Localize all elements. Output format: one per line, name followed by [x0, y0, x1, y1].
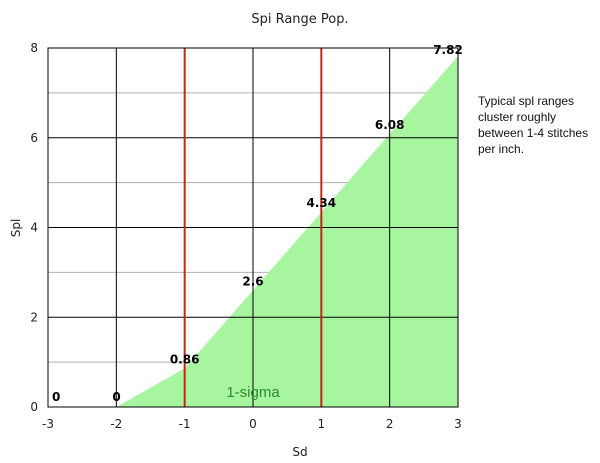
- plot-frame: [47, 47, 459, 408]
- tick-labels: -3 -2 -1 0 1 2 3 0 2 4 6 8: [30, 41, 461, 431]
- x-axis-title: Sd: [292, 445, 307, 459]
- y-axis-title: Spl: [9, 219, 23, 238]
- y-tick-label: 6: [30, 131, 38, 145]
- band-label: 1-sigma: [226, 384, 280, 401]
- data-labels: 0 0 0.86 2.6 4.34 6.08 7.82: [52, 43, 463, 404]
- data-label: 0: [52, 390, 60, 404]
- x-tick-label: 0: [249, 417, 257, 431]
- y-tick-label: 8: [30, 41, 38, 55]
- x-tick-label: -2: [110, 417, 122, 431]
- chart-title: Spi Range Pop.: [251, 12, 348, 27]
- x-tick-label: -1: [179, 417, 191, 431]
- x-tick-label: 1: [318, 417, 326, 431]
- data-label: 7.82: [433, 43, 463, 57]
- data-area: [48, 56, 458, 407]
- x-tick-label: 3: [454, 417, 462, 431]
- data-label: 4.34: [307, 196, 337, 210]
- data-label: 0.86: [170, 352, 200, 366]
- data-label: 6.08: [375, 118, 405, 132]
- sigma-lines: [183, 48, 323, 407]
- y-tick-label: 0: [30, 400, 38, 414]
- annotation-note: Typical spl ranges cluster roughly betwe…: [478, 94, 589, 156]
- y-tick-label: 4: [30, 221, 38, 235]
- x-tick-label: 2: [386, 417, 394, 431]
- x-tick-label: -3: [42, 417, 54, 431]
- data-label: 0: [112, 390, 120, 404]
- y-tick-label: 2: [30, 310, 38, 324]
- data-label: 2.6: [242, 274, 263, 288]
